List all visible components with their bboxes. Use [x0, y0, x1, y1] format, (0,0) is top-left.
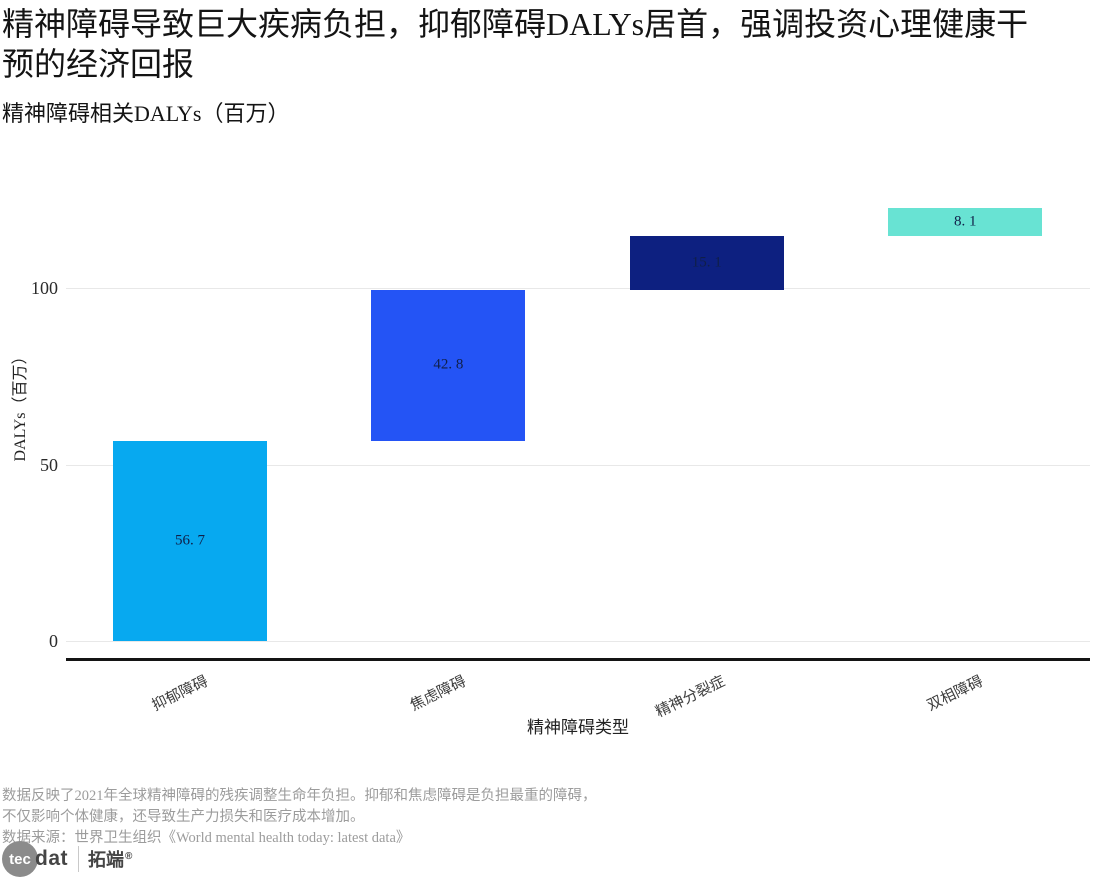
y-tick-label-0: 0: [49, 631, 58, 651]
x-tick-label-双相障碍: 双相障碍: [925, 673, 986, 715]
gridline-0: [66, 641, 1090, 642]
logo-divider: [78, 846, 79, 872]
gridline-100: [66, 288, 1090, 289]
footer-note-line2: 不仅影响个体健康，还导致生产力损失和医疗成本增加。: [2, 809, 365, 825]
chart-subtitle: 精神障碍相关DALYs（百万）: [2, 101, 290, 126]
tecdat-logo: tec dat 拓端®: [2, 841, 132, 877]
footer-source: 数据来源：世界卫生组织《World mental health today: l…: [2, 830, 411, 846]
page-title: 精神障碍导致巨大疾病负担，抑郁障碍DALYs居首，强调投资心理健康干预的经济回报: [2, 6, 1029, 82]
bar-双相障碍: [888, 207, 1043, 237]
logo-brand-cn-text: 拓端: [88, 850, 124, 870]
y-tick-label-50: 50: [40, 454, 58, 475]
bar-抑郁障碍: [113, 440, 267, 641]
bar-精神分裂症: [629, 236, 784, 290]
bar-焦虑障碍: [371, 289, 526, 441]
logo-circle: tec: [2, 841, 38, 877]
bar-value-label: 15. 1: [691, 254, 722, 271]
x-axis-line: [66, 658, 1090, 661]
gridline-50: [66, 464, 1090, 466]
logo-dat-text: dat: [35, 847, 68, 870]
bar-value-label: 42. 8: [433, 356, 464, 373]
x-tick-label-焦虑障碍: 焦虑障碍: [408, 673, 470, 715]
x-tick-label-抑郁障碍: 抑郁障碍: [149, 673, 211, 715]
logo-brand-cn: 拓端®: [88, 846, 132, 872]
bar-value-label: 8. 1: [953, 213, 977, 230]
y-axis-title: DALYs（百万）: [12, 348, 29, 462]
footer-note-line1: 数据反映了2021年全球精神障碍的残疾调整生命年负担。抑郁和焦虑障碍是负担最重的…: [2, 788, 597, 804]
bar-value-label: 56. 7: [175, 532, 205, 549]
y-tick-label-100: 100: [31, 278, 58, 298]
x-axis-title: 精神障碍类型: [527, 718, 629, 737]
registered-mark: ®: [125, 851, 133, 862]
